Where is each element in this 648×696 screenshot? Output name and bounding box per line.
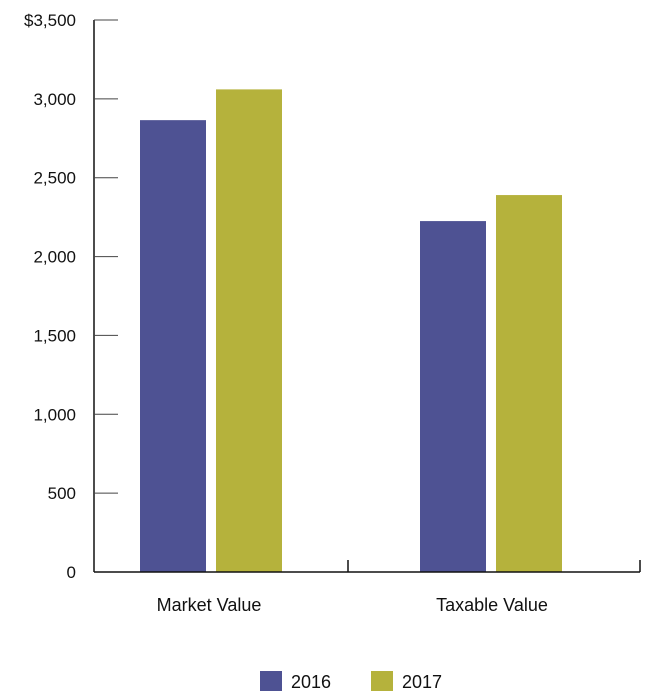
x-category-label: Taxable Value [436, 595, 548, 615]
y-tick-label: 500 [48, 484, 76, 503]
legend: 2016 2017 [260, 671, 442, 692]
y-tick-label: 3,000 [33, 90, 76, 109]
y-tick-label: 2,000 [33, 248, 76, 267]
x-category-label: Market Value [157, 595, 262, 615]
y-tick-label: 2,500 [33, 169, 76, 188]
legend-label-2017: 2017 [402, 672, 442, 691]
bar-taxable-value-2017 [496, 195, 562, 572]
axes-layer: 0 500 1,000 1,500 2,000 2,500 3,000 $3,500 Marke… [24, 11, 641, 615]
bar-market-value-2016 [140, 120, 206, 573]
y-tick-label: 1,000 [33, 405, 76, 424]
bars-layer [140, 89, 562, 573]
bar-market-value-2017 [216, 89, 282, 572]
bar-taxable-value-2016 [420, 221, 486, 573]
legend-swatch-2016 [260, 671, 282, 691]
legend-label-2016: 2016 [291, 672, 331, 691]
legend-swatch-2017 [371, 671, 393, 691]
y-tick-label: 0 [67, 563, 76, 582]
y-tick-label: $3,500 [24, 11, 76, 30]
y-tick-label: 1,500 [33, 326, 76, 345]
